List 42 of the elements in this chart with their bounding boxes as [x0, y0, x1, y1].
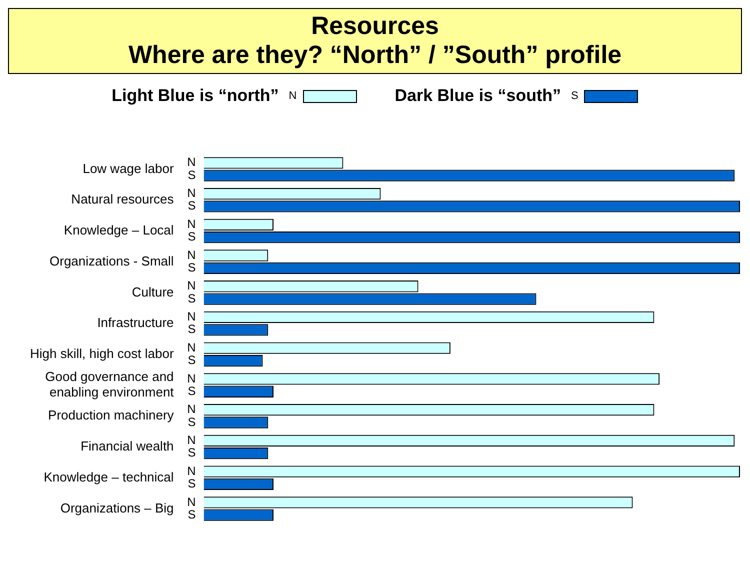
y-tick-label: Infrastructure	[97, 315, 174, 330]
text: S	[188, 476, 196, 491]
text: N	[187, 464, 196, 478]
text: S	[188, 168, 196, 182]
text: S	[188, 414, 196, 429]
chart-subtitle: Where are they? “North” / ”South” profile	[127, 41, 623, 70]
text: S	[188, 446, 196, 460]
text: S	[188, 384, 196, 398]
legend-label: Dark Blue is “south”	[394, 86, 562, 106]
text: N	[187, 216, 196, 231]
text: N	[187, 371, 196, 386]
y-tick-label: Organizations - Small	[50, 253, 174, 268]
y-tick-label: Knowledge – Local	[64, 222, 174, 238]
text: N	[187, 340, 196, 354]
text: S	[571, 90, 578, 102]
y-tick-label: Knowledge – technical	[44, 469, 174, 484]
text: S	[188, 353, 196, 368]
y-tick-label: Financial wealth	[80, 438, 174, 454]
text: S	[188, 198, 196, 213]
text: N	[187, 402, 196, 416]
y-tick-label: High skill, high cost labor	[30, 346, 174, 362]
text: S	[188, 260, 196, 274]
text: N	[187, 310, 196, 324]
y-tick-label: Production machinery	[48, 408, 174, 423]
y-tick-label: Organizations – Big	[60, 500, 174, 516]
text: N	[288, 90, 297, 102]
chart-title: Resources	[310, 12, 440, 41]
legend-label: Light Blue is “north”	[112, 86, 279, 106]
text: S	[188, 322, 196, 336]
text: N	[187, 186, 196, 200]
text: N	[187, 155, 196, 170]
text: N	[187, 433, 196, 448]
y-tick-label: Low wage labor	[82, 160, 174, 176]
y-tick-label: Natural resources	[71, 192, 174, 207]
text: S	[188, 507, 196, 522]
text: N	[187, 248, 196, 262]
text: N	[187, 494, 196, 509]
text: N	[187, 278, 196, 293]
text: S	[188, 230, 196, 244]
y-tick-label: Culture	[132, 284, 174, 300]
y-tick-label: Good governance and enabling environment	[45, 369, 174, 400]
text: S	[188, 291, 196, 306]
